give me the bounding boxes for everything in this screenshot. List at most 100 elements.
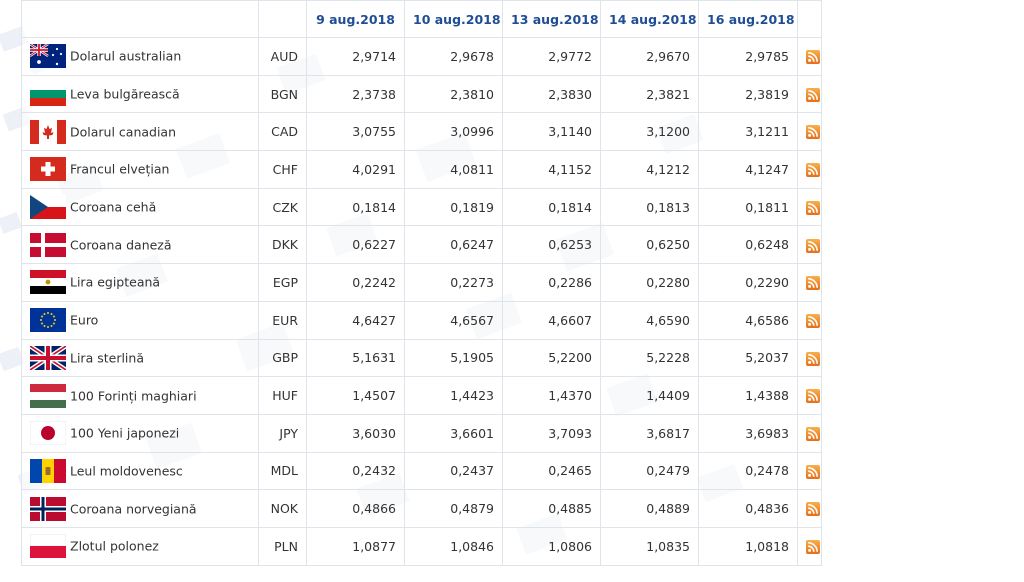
currency-name: Coroana norvegiană (70, 501, 197, 517)
rate-value: 3,6817 (600, 413, 699, 453)
currency-name-cell: Zlotul polonez (21, 526, 259, 566)
currency-name: Coroana cehă (70, 199, 157, 215)
currency-name: Lira sterlină (70, 350, 144, 366)
rss-feed-icon[interactable] (806, 426, 820, 441)
rss-feed-icon[interactable] (806, 50, 820, 65)
table-row: Dolarul australian AUD 2,9714 2,9678 2,9772 2… (21, 37, 822, 76)
currency-name-cell: Dolarul australian (21, 37, 259, 76)
rate-value: 4,1212 (600, 150, 699, 189)
rate-value: 0,2465 (502, 451, 601, 491)
rate-value: 2,9714 (306, 37, 405, 76)
currency-code: EGP (258, 263, 307, 302)
rss-feed-icon[interactable] (806, 276, 820, 291)
hungary-flag-icon (30, 383, 66, 408)
table-row: Leva bulgărească BGN 2,3738 2,3810 2,3830 2,3… (21, 74, 822, 114)
rate-value: 2,3830 (502, 74, 601, 114)
rate-value: 0,4836 (698, 489, 798, 528)
currency-name: Francul elvețian (70, 161, 170, 177)
currency-name-cell: Dolarul canadian (21, 112, 259, 152)
rate-value: 2,3810 (404, 74, 503, 114)
rss-feed-icon[interactable] (806, 200, 820, 215)
rate-value: 0,2273 (404, 263, 503, 302)
rate-value: 2,9772 (502, 37, 601, 76)
rate-value: 0,2437 (404, 451, 503, 491)
rate-value: 5,2037 (698, 338, 798, 378)
table-row: Coroana daneză DKK 0,6227 0,6247 0,6253 0,625… (21, 225, 822, 265)
rate-value: 0,6247 (404, 225, 503, 265)
rate-value: 1,4388 (698, 376, 798, 415)
rate-value: 4,6567 (404, 300, 503, 340)
currency-code: EUR (258, 300, 307, 340)
rate-value: 3,1140 (502, 112, 601, 152)
rss-feed-icon[interactable] (806, 87, 820, 102)
rate-value: 0,2280 (600, 263, 699, 302)
header-date: 9 aug.2018 (306, 0, 405, 38)
currency-code: DKK (258, 225, 307, 265)
rate-value: 2,3821 (600, 74, 699, 114)
rate-value: 5,2228 (600, 338, 699, 378)
rate-value: 3,0996 (404, 112, 503, 152)
rate-value: 0,1814 (502, 187, 601, 227)
rss-feed-icon[interactable] (806, 238, 820, 253)
switzerland-flag-icon (30, 157, 66, 182)
currency-name-cell: Leul moldovenesc (21, 451, 259, 491)
rate-value: 3,6030 (306, 413, 405, 453)
rate-value: 0,2290 (698, 263, 798, 302)
currency-code: HUF (258, 376, 307, 415)
rss-cell (797, 187, 822, 227)
currency-name-cell: Leva bulgărească (21, 74, 259, 114)
rate-value: 1,0835 (600, 526, 699, 566)
table-row: Lira sterlină GBP 5,1631 5,1905 5,2200 5,2228… (21, 338, 822, 378)
rss-feed-icon[interactable] (806, 540, 820, 555)
rss-feed-icon[interactable] (806, 351, 820, 366)
rate-value: 3,6601 (404, 413, 503, 453)
rate-value: 5,1631 (306, 338, 405, 378)
rate-value: 2,3738 (306, 74, 405, 114)
table-row: Zlotul polonez PLN 1,0877 1,0846 1,0806 1,083… (21, 526, 822, 566)
rss-cell (797, 112, 822, 152)
rate-value: 4,0811 (404, 150, 503, 189)
rate-value: 3,6983 (698, 413, 798, 453)
header-code-cell (258, 0, 307, 38)
rss-feed-icon[interactable] (806, 464, 820, 479)
rate-value: 4,0291 (306, 150, 405, 189)
currency-name-cell: Lira sterlină (21, 338, 259, 378)
currency-name: Coroana daneză (70, 237, 172, 253)
rate-value: 0,2479 (600, 451, 699, 491)
currency-name-cell: Coroana norvegiană (21, 489, 259, 528)
japan-flag-icon (30, 421, 66, 446)
rate-value: 3,1211 (698, 112, 798, 152)
rss-cell (797, 526, 822, 566)
rate-value: 5,1905 (404, 338, 503, 378)
rss-feed-icon[interactable] (806, 125, 820, 140)
header-name-cell (21, 0, 259, 38)
rate-value: 0,6253 (502, 225, 601, 265)
rate-value: 4,6586 (698, 300, 798, 340)
rate-value: 1,0846 (404, 526, 503, 566)
rate-value: 2,9678 (404, 37, 503, 76)
table-row: Francul elvețian CHF 4,0291 4,0811 4,1152 4,1… (21, 150, 822, 189)
currency-name-cell: Euro (21, 300, 259, 340)
uk-flag-icon (30, 345, 66, 370)
currency-name-cell: Coroana cehă (21, 187, 259, 227)
rss-cell (797, 74, 822, 114)
rate-value: 1,0806 (502, 526, 601, 566)
rate-value: 1,4507 (306, 376, 405, 415)
rss-feed-icon[interactable] (806, 313, 820, 328)
rate-value: 3,7093 (502, 413, 601, 453)
header-date: 10 aug.2018 (404, 0, 503, 38)
rate-value: 3,0755 (306, 112, 405, 152)
rate-value: 0,1813 (600, 187, 699, 227)
rate-value: 1,0818 (698, 526, 798, 566)
rate-value: 2,3819 (698, 74, 798, 114)
table-row: Lira egipteană EGP 0,2242 0,2273 0,2286 0,228… (21, 263, 822, 302)
table-row: 100 Yeni japonezi JPY 3,6030 3,6601 3,7093 3,… (21, 413, 822, 453)
currency-name: Dolarul australian (70, 48, 182, 64)
rss-cell (797, 225, 822, 265)
currency-code: AUD (258, 37, 307, 76)
rss-feed-icon[interactable] (806, 389, 820, 404)
egypt-flag-icon (30, 270, 66, 295)
rate-value: 0,2432 (306, 451, 405, 491)
rss-feed-icon[interactable] (806, 163, 820, 178)
rss-feed-icon[interactable] (806, 502, 820, 517)
